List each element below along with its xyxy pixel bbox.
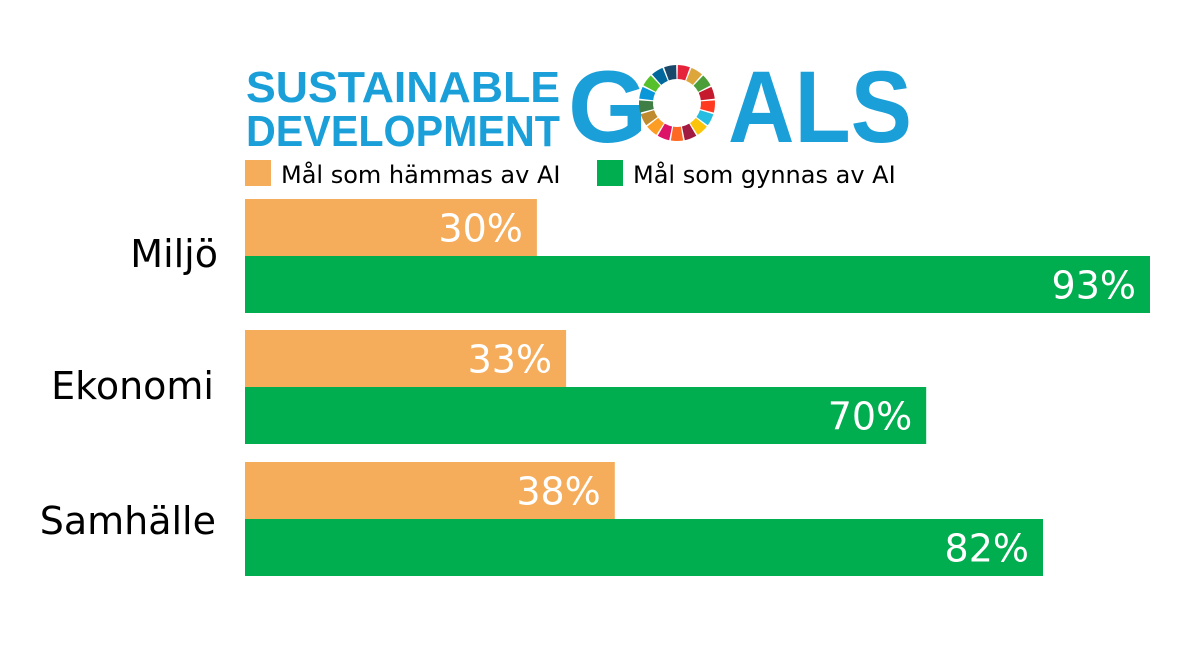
- sdg-wheel-segment: [681, 123, 697, 141]
- sdg-wheel-segment: [698, 86, 715, 101]
- sdg-wheel-segment: [647, 117, 664, 135]
- sdg-wheel-segment: [670, 126, 684, 142]
- sdg-wheel-segment: [657, 123, 673, 141]
- legend-swatch-gynnas: [597, 160, 623, 186]
- sdg-wheel-segment: [638, 100, 654, 113]
- sdg-wheel-segment: [686, 67, 702, 85]
- value-label-gynnas-samhalle: 82%: [945, 527, 1029, 571]
- sdg-wheel-segment: [640, 110, 658, 126]
- category-label-samhalle: Samhälle: [40, 499, 216, 543]
- legend-label-hammas: Mål som hämmas av AI: [281, 160, 560, 189]
- value-label-gynnas-miljo: 93%: [1052, 264, 1136, 308]
- bar-hammas-ekonomi: [245, 330, 567, 387]
- bar-hammas-samhalle: [245, 462, 615, 519]
- logo-letters-als: ALS: [728, 50, 912, 164]
- bars: [245, 199, 1150, 576]
- logo-line-sustainable: SUSTAINABLE: [246, 63, 560, 112]
- bar-gynnas-samhalle: [245, 519, 1043, 576]
- bar-gynnas-ekonomi: [245, 387, 927, 444]
- value-labels: 30% 93% 33% 70% 38% 82%: [438, 207, 1136, 571]
- sdg-wheel-segment: [664, 65, 677, 81]
- value-label-hammas-samhalle: 38%: [516, 470, 600, 514]
- sdg-logo: SUSTAINABLE DEVELOPMENT G ALS: [246, 50, 912, 164]
- sdg-color-wheel-icon: [638, 65, 716, 142]
- logo-line-development: DEVELOPMENT: [246, 107, 560, 156]
- sdg-wheel-segment: [652, 67, 668, 85]
- value-label-gynnas-ekonomi: 70%: [828, 395, 912, 439]
- sdg-wheel-segment: [677, 65, 690, 81]
- category-label-ekonomi: Ekonomi: [51, 364, 214, 408]
- sdg-wheel-segment: [693, 75, 711, 92]
- logo-letter-g: G: [568, 50, 647, 164]
- value-label-hammas-ekonomi: 33%: [468, 338, 552, 382]
- sdg-wheel-segment: [639, 86, 656, 101]
- legend-swatch-hammas: [245, 160, 271, 186]
- legend-label-gynnas: Mål som gynnas av AI: [633, 160, 896, 189]
- sdg-wheel-segment: [643, 75, 661, 92]
- category-label-miljo: Miljö: [130, 232, 218, 276]
- sdg-wheel-segment: [696, 110, 714, 126]
- legend: Mål som hämmas av AI Mål som gynnas av A…: [245, 160, 896, 189]
- bar-gynnas-miljo: [245, 256, 1150, 313]
- value-label-hammas-miljo: 30%: [438, 207, 522, 251]
- bar-hammas-miljo: [245, 199, 537, 256]
- sdg-wheel-segment: [700, 100, 716, 113]
- sdg-wheel-segment: [690, 117, 707, 135]
